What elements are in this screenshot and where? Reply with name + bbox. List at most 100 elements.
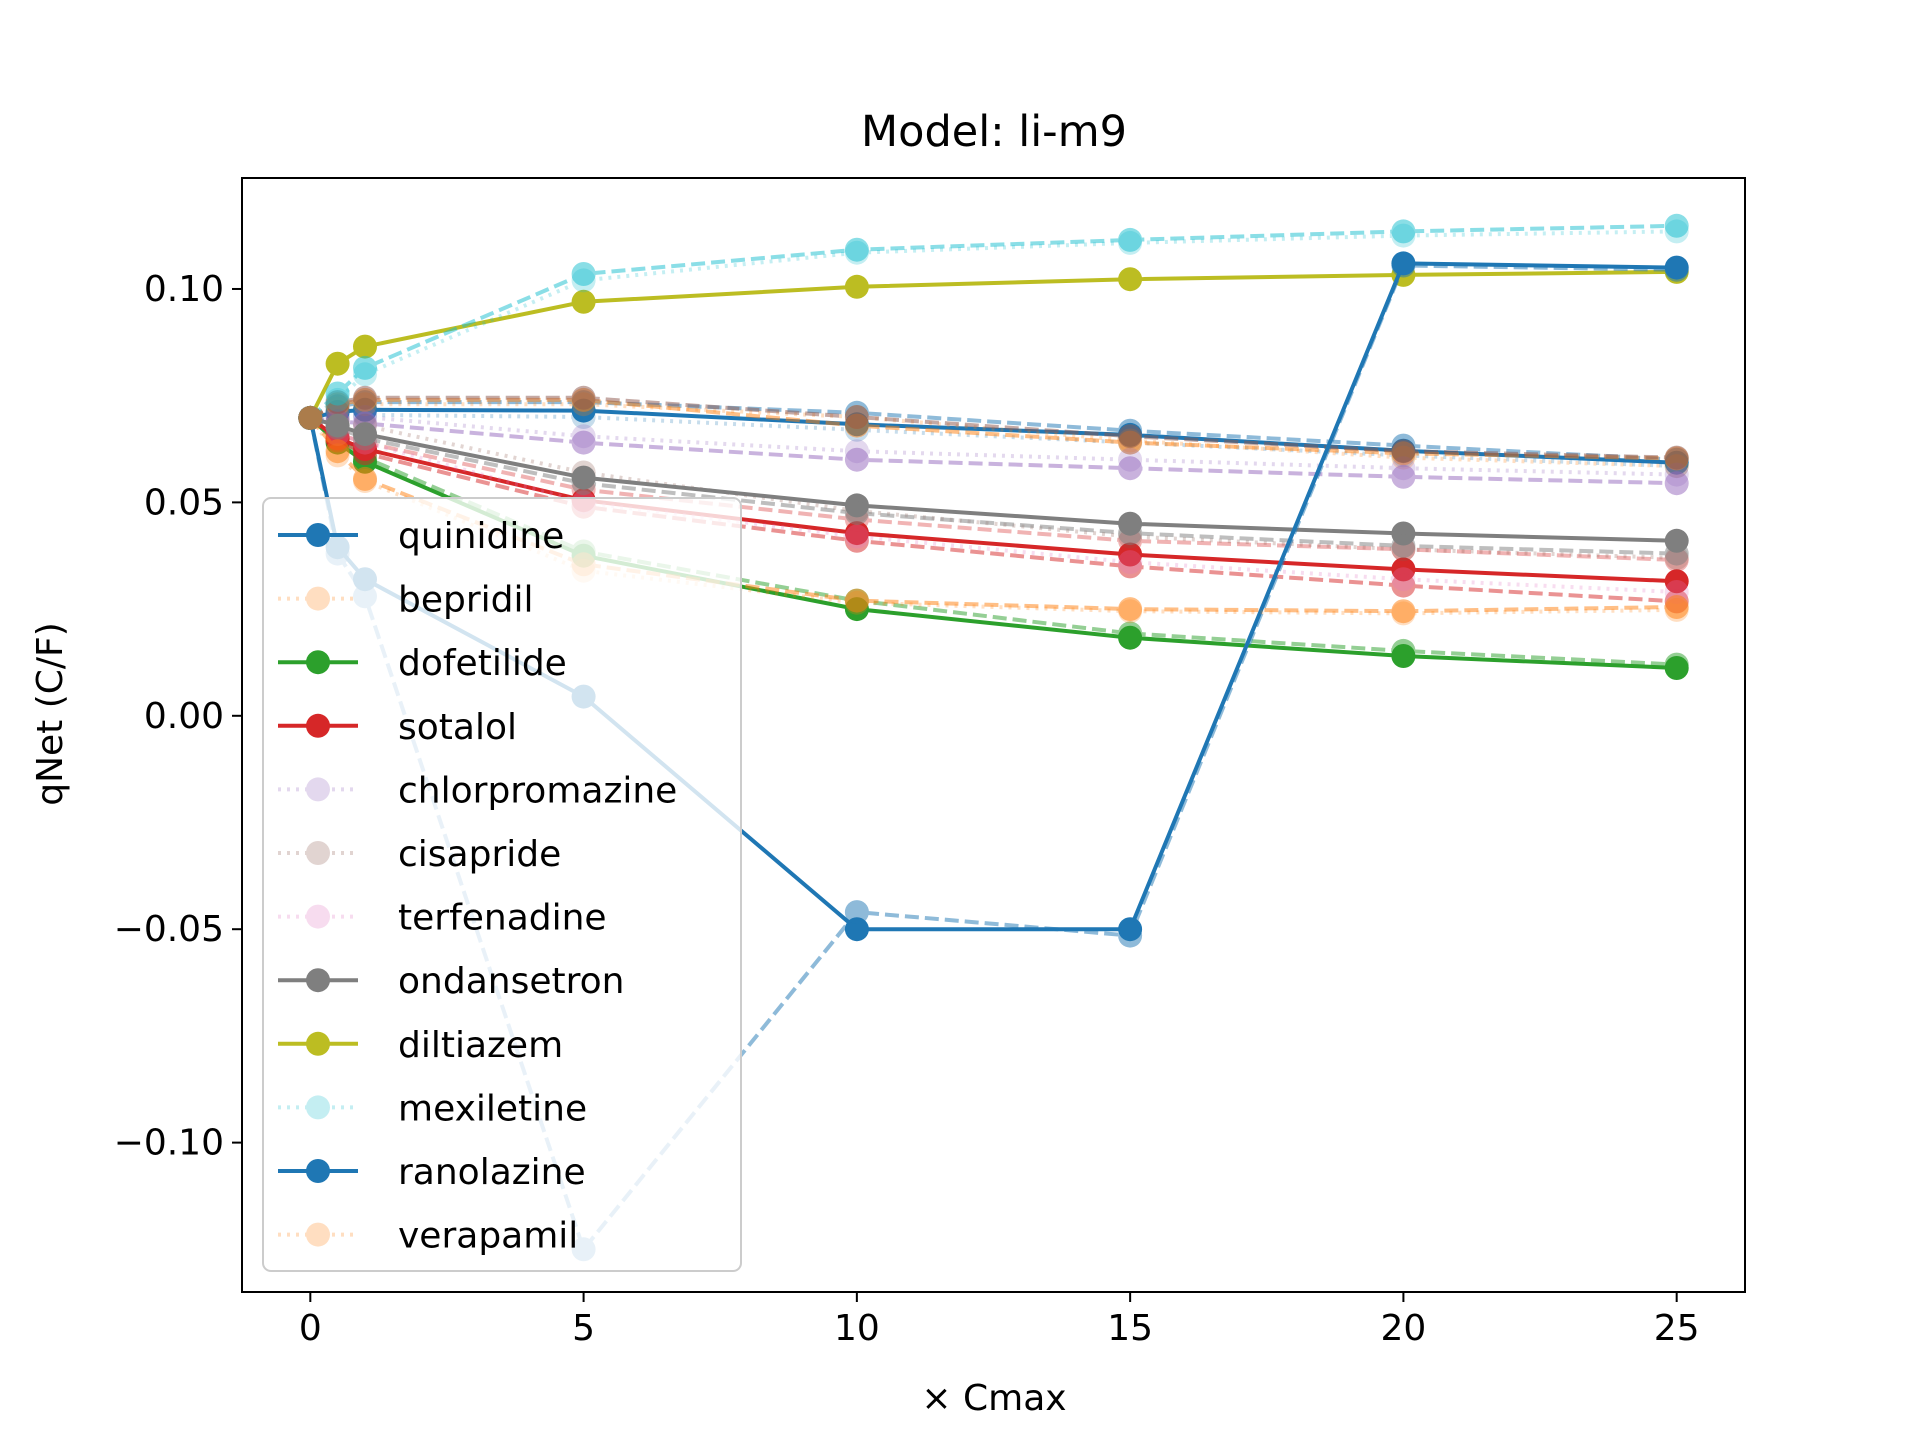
axis-ticks: 0 5 10 15 20 25 −0.10 −0.05 0.00 0.05 0.10 — [114, 269, 1700, 1349]
data-point — [1391, 573, 1416, 598]
data-point — [1118, 456, 1143, 481]
legend-label: mexiletine — [398, 1088, 587, 1129]
legend-entry-terfenadine — [278, 904, 358, 929]
data-point — [325, 381, 350, 406]
legend-entry-quinidine — [278, 523, 358, 547]
legend-marker — [306, 713, 330, 738]
legend-label: ranolazine — [398, 1152, 586, 1193]
data-point — [353, 426, 377, 451]
data-point — [1391, 464, 1416, 489]
data-point — [844, 405, 869, 429]
data-point — [1118, 554, 1143, 579]
y-tick-label: −0.10 — [114, 1123, 224, 1164]
legend-label: quinidine — [398, 516, 564, 557]
data-point — [844, 274, 869, 299]
data-point — [353, 385, 377, 410]
data-point — [844, 588, 869, 613]
legend-label: diltiazem — [398, 1025, 563, 1066]
x-tick-label: 10 — [834, 1308, 880, 1349]
data-point — [1664, 652, 1689, 677]
legend-marker — [306, 1095, 330, 1120]
data-point — [353, 466, 377, 491]
y-axis-label: qNet (C/F) — [30, 622, 71, 806]
legend-entry-chlorpromazine — [278, 777, 358, 802]
data-point — [1118, 227, 1143, 252]
data-point — [353, 334, 377, 359]
legend-box — [262, 497, 742, 1272]
data-point — [1664, 213, 1689, 238]
legend-marker — [306, 968, 330, 993]
data-point — [353, 355, 377, 380]
legend-label: verapamil — [398, 1216, 578, 1257]
data-point — [571, 262, 596, 286]
data-point — [571, 405, 596, 429]
legend-entry-bepridil — [278, 586, 358, 611]
y-tick-label: −0.05 — [114, 909, 224, 950]
legend-entry-verapamil — [278, 1222, 358, 1247]
legend-label: cisapride — [398, 834, 561, 875]
x-tick-label: 20 — [1381, 1308, 1427, 1349]
data-point — [325, 415, 350, 440]
data-point — [571, 471, 596, 496]
data-point — [1391, 638, 1416, 663]
data-point — [1664, 471, 1689, 496]
data-point — [571, 385, 596, 410]
series-line — [309, 397, 1677, 461]
y-tick-label: 0.05 — [144, 482, 224, 523]
legend-marker — [306, 1222, 330, 1247]
legend-marker — [306, 1031, 330, 1056]
legend-marker — [306, 586, 330, 611]
data-point — [571, 289, 596, 314]
series-variant-16 — [298, 405, 1689, 566]
data-point — [1391, 253, 1416, 278]
legend-label: ondansetron — [398, 961, 624, 1002]
data-point — [844, 237, 869, 262]
x-tick-label: 5 — [572, 1308, 595, 1349]
data-point — [1118, 267, 1143, 292]
legend-entry-cisapride — [278, 841, 358, 865]
legend-marker — [306, 1159, 330, 1183]
data-point — [1118, 597, 1143, 622]
legend-marker — [306, 841, 330, 865]
legend-marker — [306, 777, 330, 802]
data-point — [1664, 541, 1689, 566]
y-tick-label: 0.10 — [144, 269, 224, 310]
legend-entry-ranolazine — [278, 1159, 358, 1183]
axes-frame — [241, 177, 1746, 1293]
data-point — [844, 917, 869, 942]
x-axis-label: × Cmax — [921, 1378, 1066, 1419]
data-point — [1118, 923, 1143, 948]
data-point — [1391, 439, 1416, 464]
data-point — [1118, 424, 1143, 449]
data-point — [844, 524, 869, 549]
chart-title: Model: li-m9 — [861, 107, 1127, 157]
legend-label: bepridil — [398, 580, 534, 621]
data-point — [1664, 257, 1689, 282]
data-point — [1391, 533, 1416, 558]
data-point — [1391, 219, 1416, 244]
data-point — [1391, 567, 1416, 592]
legend-marker — [306, 523, 330, 547]
legend-label: dofetilide — [398, 643, 567, 684]
y-tick-label: 0.00 — [144, 696, 224, 737]
x-tick-label: 25 — [1654, 1308, 1700, 1349]
legend-entry-ondansetron — [278, 968, 358, 993]
data-point — [844, 447, 869, 472]
data-point — [844, 501, 869, 526]
data-point — [1118, 621, 1143, 646]
data-point — [844, 528, 869, 553]
legend: quinidine bepridil dofetilide sotalol chlorp… — [262, 497, 742, 1272]
x-tick-label: 15 — [1107, 1308, 1153, 1349]
legend-label: terfenadine — [398, 898, 607, 939]
data-point — [1664, 595, 1689, 619]
data-point — [1664, 445, 1689, 470]
data-point — [1118, 521, 1143, 546]
legend-entry-diltiazem — [278, 1031, 358, 1056]
legend-marker — [306, 650, 330, 675]
legend-label: chlorpromazine — [398, 770, 677, 811]
data-point — [325, 439, 350, 464]
x-tick-label: 0 — [299, 1308, 322, 1349]
data-point — [1664, 569, 1689, 594]
data-point — [1118, 550, 1143, 575]
